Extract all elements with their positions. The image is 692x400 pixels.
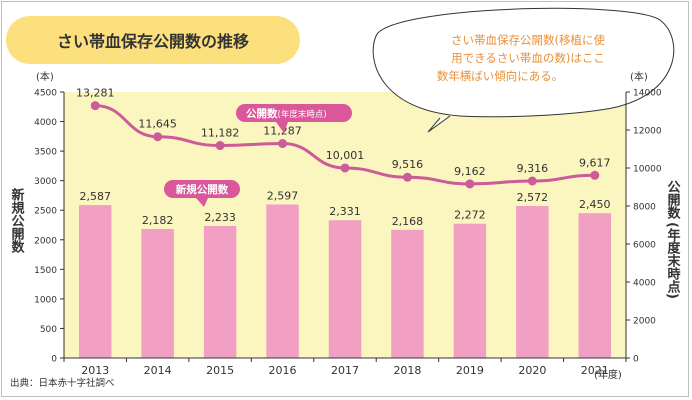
line-label-2021: 9,617 bbox=[579, 156, 611, 169]
line-point-2015 bbox=[215, 141, 225, 151]
chart-title: さい帯血保存公開数の推移 bbox=[57, 32, 249, 51]
left-tick-label: 1000 bbox=[34, 295, 57, 305]
line-callout-box bbox=[236, 104, 352, 122]
line-point-2021 bbox=[590, 170, 600, 180]
bar-label-2013: 2,587 bbox=[79, 190, 111, 203]
line-point-2016 bbox=[278, 139, 288, 149]
bar-label-2017: 2,331 bbox=[329, 205, 361, 218]
bar-callout-label: 新規公開数 bbox=[176, 183, 229, 196]
right-tick-label: 12000 bbox=[633, 127, 662, 137]
right-tick-label: 14000 bbox=[633, 89, 662, 99]
line-label-2020: 9,316 bbox=[517, 162, 549, 175]
line-label-2015: 11,182 bbox=[201, 127, 240, 140]
bar-label-2015: 2,233 bbox=[204, 211, 236, 224]
line-callout-label: 公開数(年度末時点) bbox=[246, 107, 327, 120]
line-callout-pointer bbox=[276, 122, 288, 133]
right-tick-label: 2000 bbox=[633, 317, 656, 327]
left-tick-label: 3000 bbox=[34, 177, 57, 187]
right-axis-title: 公開数 bbox=[665, 180, 681, 220]
x-tick-label-2020: 2020 bbox=[518, 364, 546, 377]
source-note: 出典：日本赤十字社調べ bbox=[10, 377, 115, 389]
line-label-2017: 10,001 bbox=[326, 149, 365, 162]
x-tick-label-2013: 2013 bbox=[81, 364, 109, 377]
left-tick-label: 0 bbox=[51, 355, 57, 365]
line-point-2013 bbox=[90, 101, 100, 111]
bar-callout-pointer bbox=[196, 198, 208, 207]
bar-2015 bbox=[203, 226, 237, 358]
bar-callout-box bbox=[164, 180, 240, 198]
bar-2020 bbox=[516, 205, 549, 358]
line-point-2017 bbox=[340, 163, 350, 173]
left-unit: (本) bbox=[36, 70, 54, 83]
x-tick-label-2014: 2014 bbox=[144, 364, 172, 377]
left-tick-label: 4500 bbox=[34, 89, 57, 99]
note-bubble bbox=[372, 7, 675, 133]
right-axis-title-sub: (年度末時点) bbox=[665, 222, 682, 299]
line-label-2018: 9,516 bbox=[392, 158, 424, 171]
x-tick-label-2015: 2015 bbox=[206, 364, 234, 377]
x-unit: (年度) bbox=[594, 368, 622, 381]
bar-2018 bbox=[391, 229, 424, 358]
left-tick-label: 2000 bbox=[34, 236, 57, 246]
left-tick-label: 3500 bbox=[34, 148, 57, 158]
left-tick-label: 1500 bbox=[34, 266, 57, 276]
note-line-1: さい帯血保存公開数(移植に使 bbox=[451, 33, 605, 47]
x-tick-label-2018: 2018 bbox=[393, 364, 421, 377]
line-point-2014 bbox=[153, 132, 163, 142]
line-label-2019: 9,162 bbox=[454, 165, 486, 178]
right-tick-label: 8000 bbox=[633, 203, 656, 213]
left-tick-label: 4000 bbox=[34, 118, 57, 128]
bar-label-2020: 2,572 bbox=[517, 191, 549, 204]
line-label-2013: 13,281 bbox=[76, 87, 115, 100]
right-tick-label: 6000 bbox=[633, 241, 656, 251]
line-point-2019 bbox=[465, 179, 475, 189]
x-tick-label-2021: 2021 bbox=[581, 364, 609, 377]
bar-label-2016: 2,597 bbox=[267, 189, 299, 202]
bar-2019 bbox=[453, 223, 487, 358]
line-label-2014: 11,645 bbox=[138, 118, 177, 131]
line-point-2018 bbox=[402, 172, 412, 182]
left-tick-label: 2500 bbox=[34, 207, 57, 217]
bar-label-2021: 2,450 bbox=[579, 198, 611, 211]
note-line-2: 用できるさい帯血の数)はここ bbox=[451, 51, 605, 65]
bar-label-2014: 2,182 bbox=[142, 214, 174, 227]
right-unit: (本) bbox=[630, 70, 648, 83]
left-tick-label: 500 bbox=[40, 325, 57, 335]
line-point-2020 bbox=[527, 176, 537, 186]
right-tick-label: 0 bbox=[633, 355, 639, 365]
right-tick-label: 4000 bbox=[633, 279, 656, 289]
bar-2021 bbox=[578, 213, 612, 358]
left-axis-title: 新規公開数 bbox=[9, 187, 25, 254]
right-tick-label: 10000 bbox=[633, 165, 662, 175]
line-label-2016: 11,287 bbox=[263, 125, 302, 138]
bar-label-2018: 2,168 bbox=[392, 215, 424, 228]
title-box bbox=[6, 16, 300, 64]
x-tick-label-2019: 2019 bbox=[456, 364, 484, 377]
bar-2013 bbox=[78, 205, 112, 358]
bar-2017 bbox=[328, 220, 362, 358]
bar-2016 bbox=[266, 204, 299, 358]
bar-label-2019: 2,272 bbox=[454, 209, 486, 222]
note-line-3: 数年横ばい傾向にある。 bbox=[437, 69, 564, 83]
x-tick-label-2016: 2016 bbox=[269, 364, 297, 377]
x-tick-label-2017: 2017 bbox=[331, 364, 359, 377]
bar-2014 bbox=[141, 229, 174, 358]
